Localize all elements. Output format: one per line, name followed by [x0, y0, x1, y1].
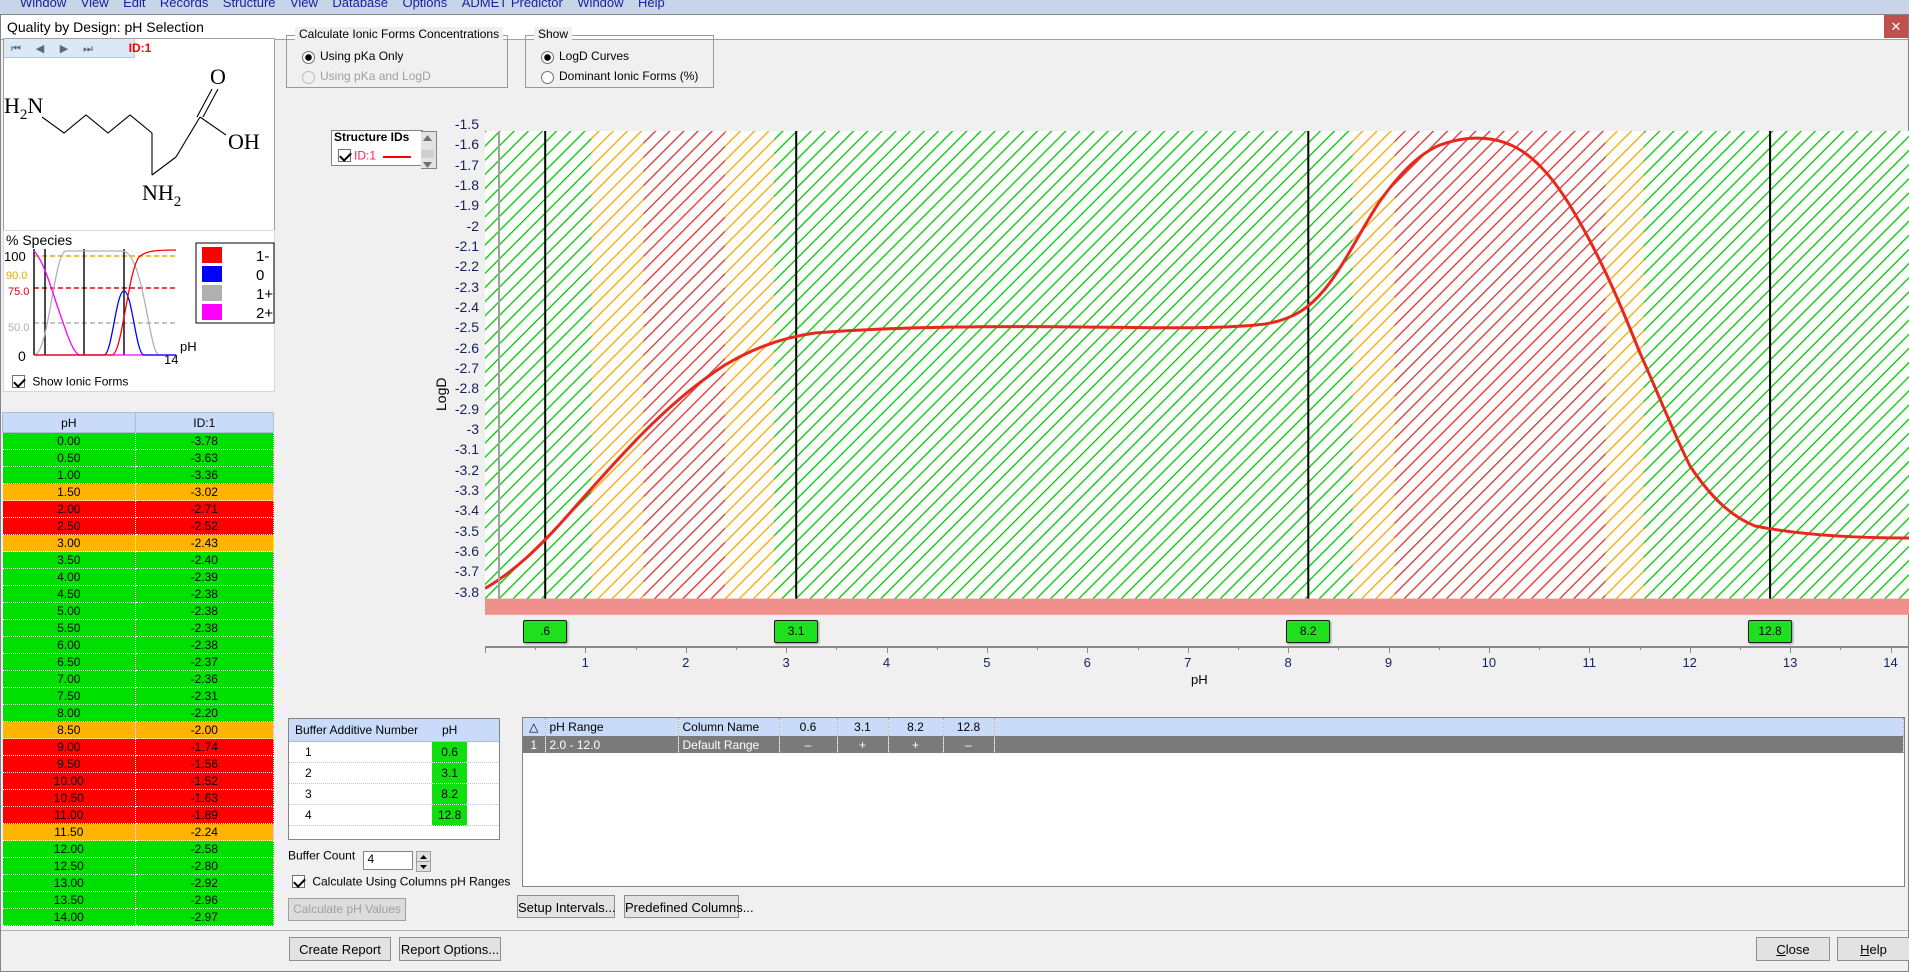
svg-text:1+: 1+ [256, 286, 273, 303]
svg-text:% Species: % Species [6, 232, 72, 248]
svg-text:14: 14 [164, 352, 178, 367]
svg-text:O: O [210, 64, 226, 89]
svg-text:1-: 1- [256, 248, 269, 265]
svg-text:OH: OH [228, 129, 260, 154]
svg-text:0: 0 [18, 348, 26, 364]
svg-text:H2N: H2N [4, 93, 43, 123]
svg-text:100: 100 [4, 249, 26, 264]
svg-text:0: 0 [256, 267, 264, 284]
svg-text:NH2: NH2 [142, 180, 181, 210]
svg-text:90.0: 90.0 [6, 270, 27, 282]
svg-text:50.0: 50.0 [8, 322, 29, 334]
svg-text:75.0: 75.0 [8, 286, 29, 298]
svg-text:2+: 2+ [256, 305, 273, 322]
svg-text:pH: pH [180, 339, 197, 354]
